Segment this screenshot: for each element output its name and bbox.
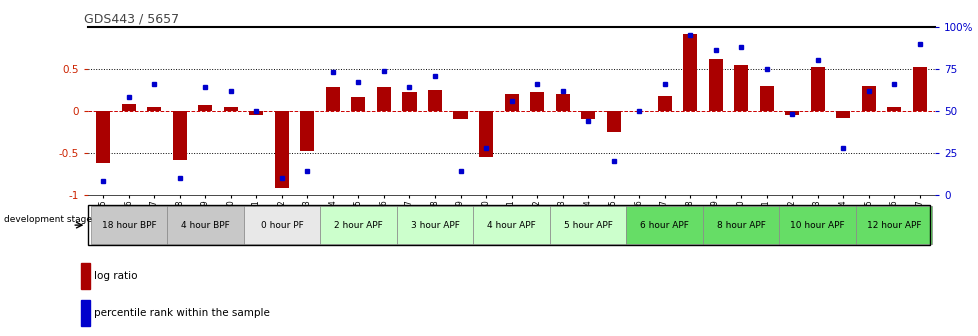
Bar (555, 94, 569, 111)
Bar (708, 59, 722, 111)
Bar (861, 86, 874, 111)
Bar (734, 65, 747, 111)
Bar (224, 107, 238, 111)
Text: 18 hour BPF: 18 hour BPF (102, 221, 156, 229)
Text: percentile rank within the sample: percentile rank within the sample (94, 308, 270, 318)
Bar (326, 87, 339, 111)
Text: 8 hour APF: 8 hour APF (716, 221, 765, 229)
Bar (275, 111, 289, 188)
Bar (784, 111, 798, 115)
Bar (778, 206, 855, 245)
Bar (478, 111, 493, 157)
Bar (96, 111, 111, 163)
Bar (402, 92, 416, 111)
Bar (199, 105, 212, 111)
Bar (396, 206, 472, 245)
Bar (657, 96, 671, 111)
Bar (911, 67, 926, 111)
Text: development stage: development stage (5, 215, 92, 223)
Bar (122, 104, 136, 111)
Bar (320, 206, 396, 245)
Text: 0 hour PF: 0 hour PF (260, 221, 303, 229)
Bar (810, 67, 823, 111)
Bar (427, 90, 442, 111)
Text: 6 hour APF: 6 hour APF (640, 221, 689, 229)
Bar (580, 111, 595, 119)
Bar (80, 263, 90, 289)
Bar (472, 206, 550, 245)
Bar (148, 107, 161, 111)
Text: GDS443 / 5657: GDS443 / 5657 (84, 13, 179, 26)
Bar (173, 111, 187, 160)
Text: log ratio: log ratio (94, 271, 138, 281)
Bar (835, 111, 849, 118)
Bar (351, 97, 365, 111)
Bar (80, 300, 90, 326)
Bar (167, 206, 244, 245)
Text: 4 hour BPF: 4 hour BPF (181, 221, 230, 229)
Bar (550, 206, 626, 245)
Text: 3 hour APF: 3 hour APF (410, 221, 459, 229)
Text: 2 hour APF: 2 hour APF (333, 221, 382, 229)
Bar (626, 206, 702, 245)
Text: 12 hour APF: 12 hour APF (866, 221, 920, 229)
Bar (504, 94, 518, 111)
Text: 4 hour APF: 4 hour APF (487, 221, 535, 229)
Bar (855, 206, 931, 245)
Bar (683, 34, 696, 111)
Bar (886, 107, 900, 111)
Bar (244, 206, 320, 245)
Bar (759, 86, 773, 111)
Bar (300, 111, 314, 151)
Bar (91, 206, 167, 245)
Bar (529, 92, 544, 111)
Bar (377, 87, 390, 111)
Bar (606, 111, 620, 132)
Bar (249, 111, 263, 115)
Text: 5 hour APF: 5 hour APF (563, 221, 612, 229)
Text: 10 hour APF: 10 hour APF (789, 221, 844, 229)
Bar (702, 206, 778, 245)
Bar (453, 111, 467, 119)
